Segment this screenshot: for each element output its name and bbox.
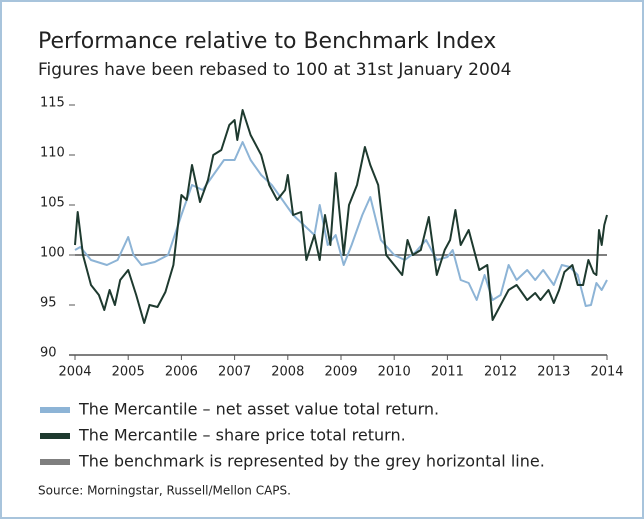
x-tick-label: 2008 [271, 365, 304, 380]
y-tick-label: 95 [40, 296, 57, 311]
legend-label: The Mercantile – share price total retur… [78, 426, 406, 445]
x-tick-label: 2006 [165, 365, 198, 380]
x-tick-label: 2013 [537, 365, 570, 380]
chart-subtitle: Figures have been rebased to 100 at 31st… [38, 60, 511, 80]
x-tick-label: 2009 [324, 365, 357, 380]
chart-title: Performance relative to Benchmark Index [38, 29, 496, 54]
y-tick-label: 110 [40, 146, 65, 161]
legend-swatch [40, 433, 70, 439]
y-tick-label: 100 [40, 246, 65, 261]
x-tick-label: 2004 [58, 365, 91, 380]
y-tick-label: 105 [40, 196, 65, 211]
legend-swatch [40, 459, 70, 465]
y-tick-label: 90 [40, 346, 57, 361]
x-tick-label: 2011 [431, 365, 464, 380]
legend-label: The benchmark is represented by the grey… [78, 452, 545, 471]
legend-swatch [40, 407, 70, 413]
x-tick-label: 2012 [484, 365, 517, 380]
x-tick-label: 2005 [112, 365, 145, 380]
source: Source: Morningstar, Russell/Mellon CAPS… [38, 484, 291, 498]
legend-label: The Mercantile – net asset value total r… [78, 400, 439, 419]
x-tick-label: 2010 [378, 365, 411, 380]
series-line [74, 109, 608, 324]
x-tick-label: 2014 [590, 365, 623, 380]
y-tick-label: 115 [40, 96, 65, 111]
x-tick-label: 2007 [218, 365, 251, 380]
